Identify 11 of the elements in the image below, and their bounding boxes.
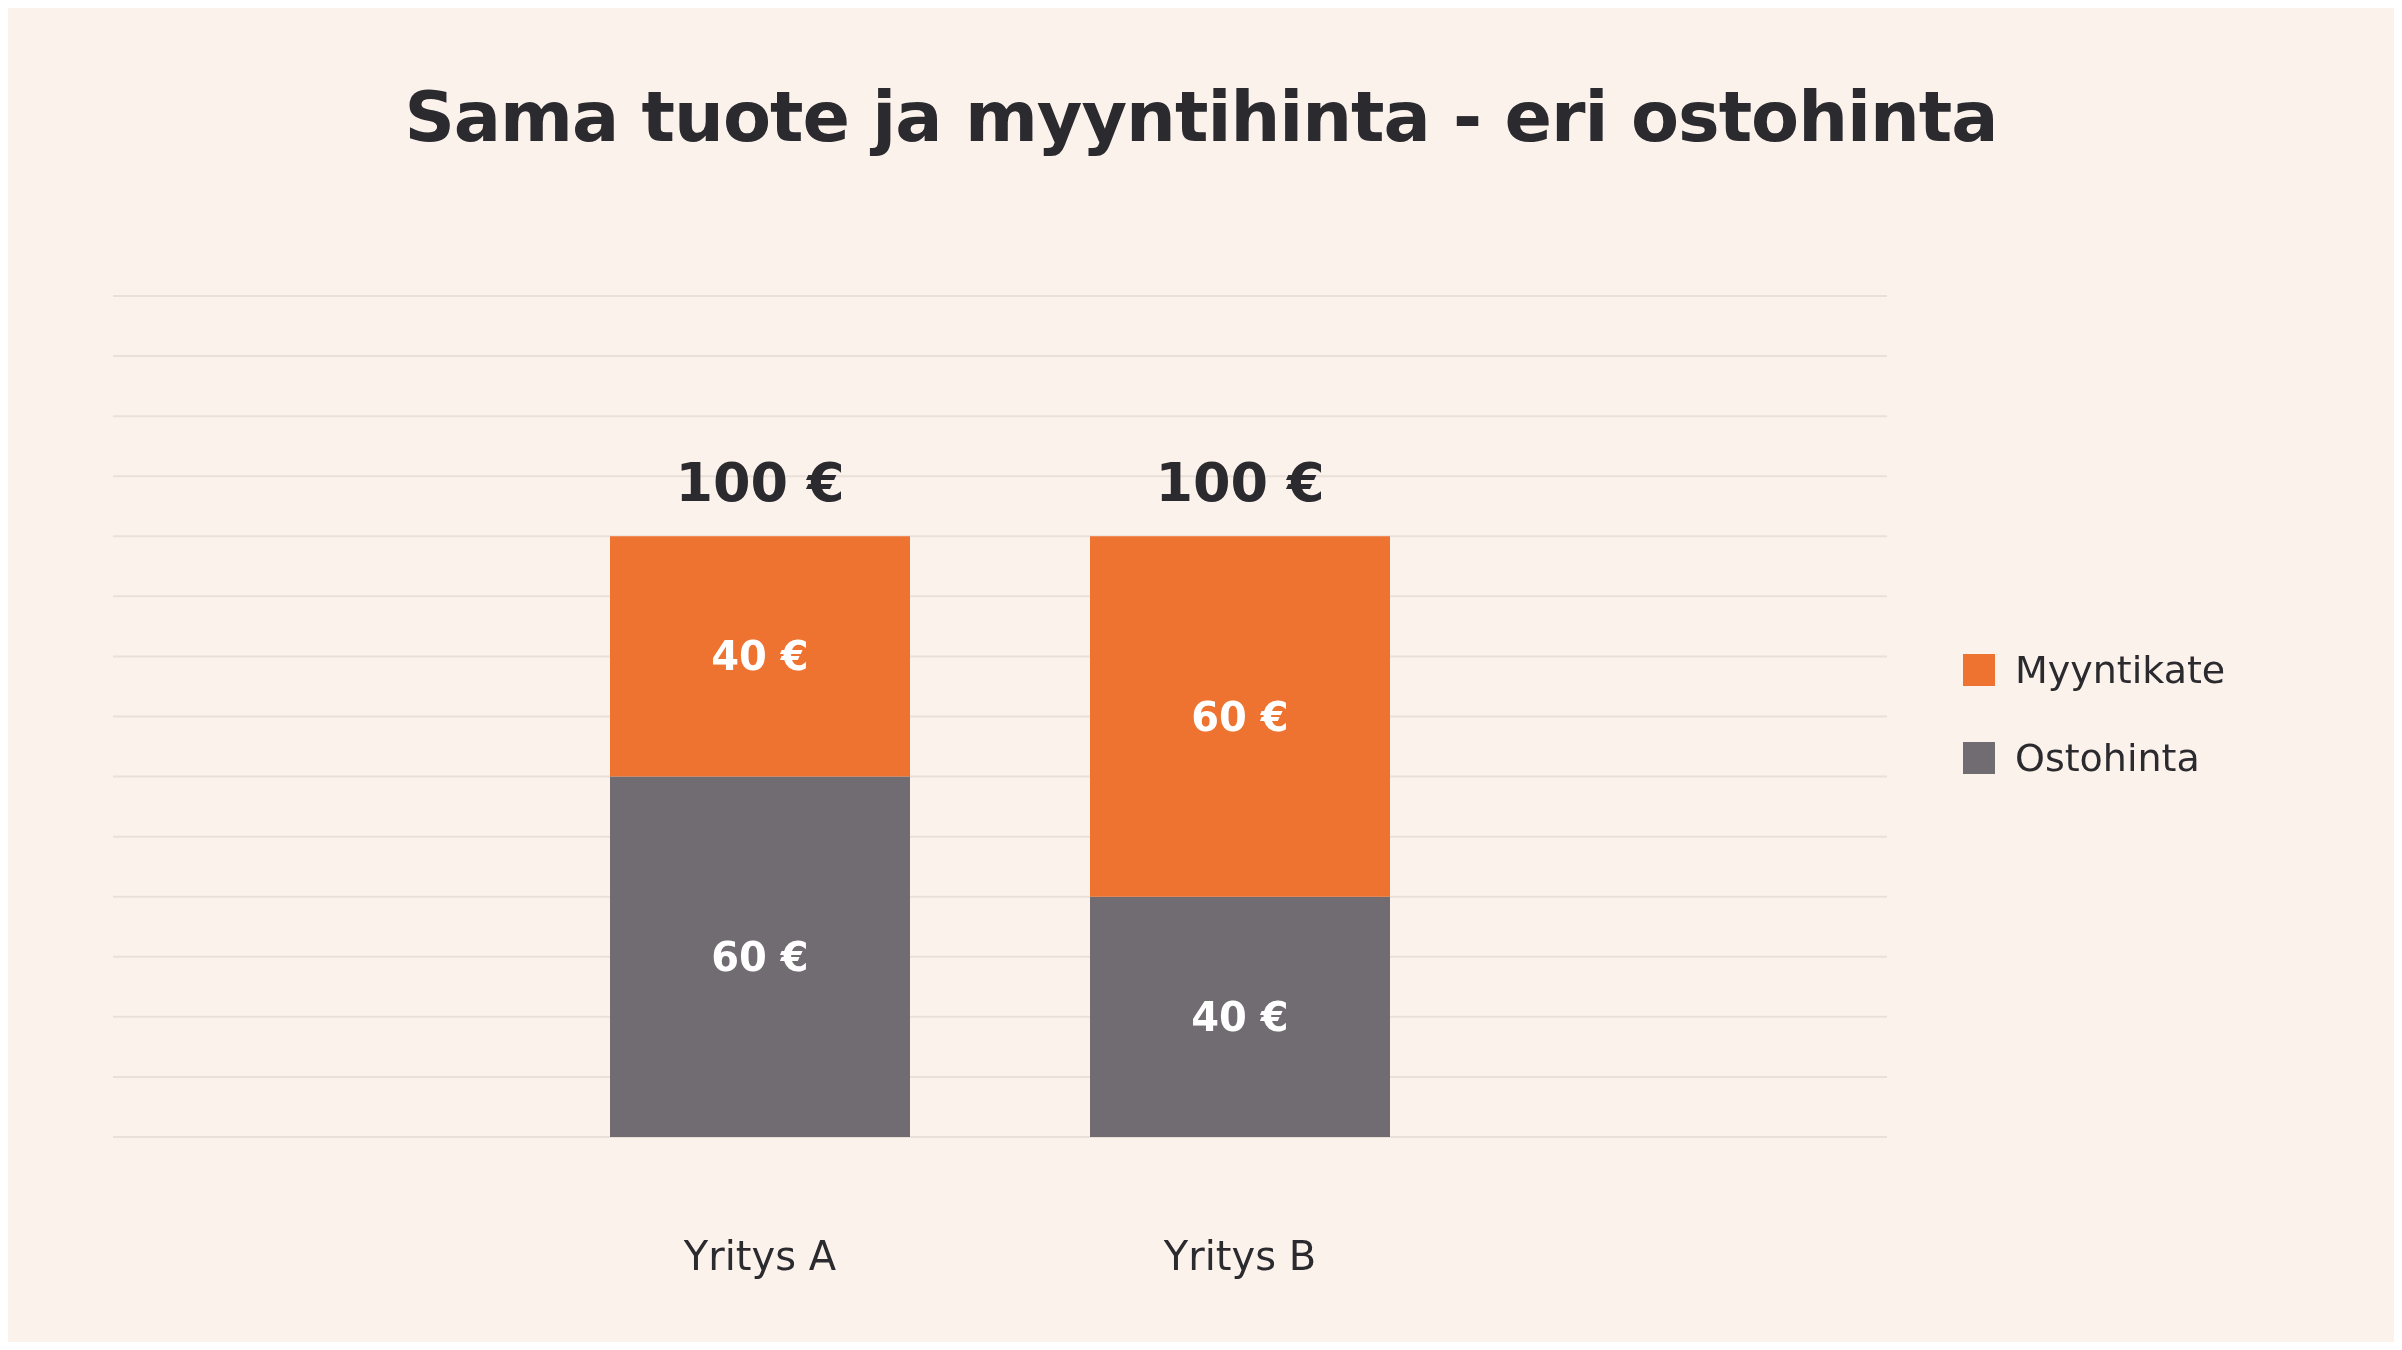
x-tick-label: Yritys B (1162, 1233, 1317, 1279)
data-label: 40 € (711, 633, 809, 680)
chart-title: Sama tuote ja myyntihinta - eri ostohinta (403, 76, 1999, 158)
total-label: 100 € (675, 451, 845, 515)
data-label: 40 € (1191, 993, 1289, 1040)
legend-label: Ostohinta (2015, 736, 2200, 780)
total-label: 100 € (1155, 451, 1325, 515)
legend-label: Myyntikate (2015, 648, 2226, 692)
data-label: 60 € (1191, 693, 1289, 740)
data-label: 60 € (711, 933, 809, 980)
x-tick-label: Yritys A (682, 1233, 837, 1279)
